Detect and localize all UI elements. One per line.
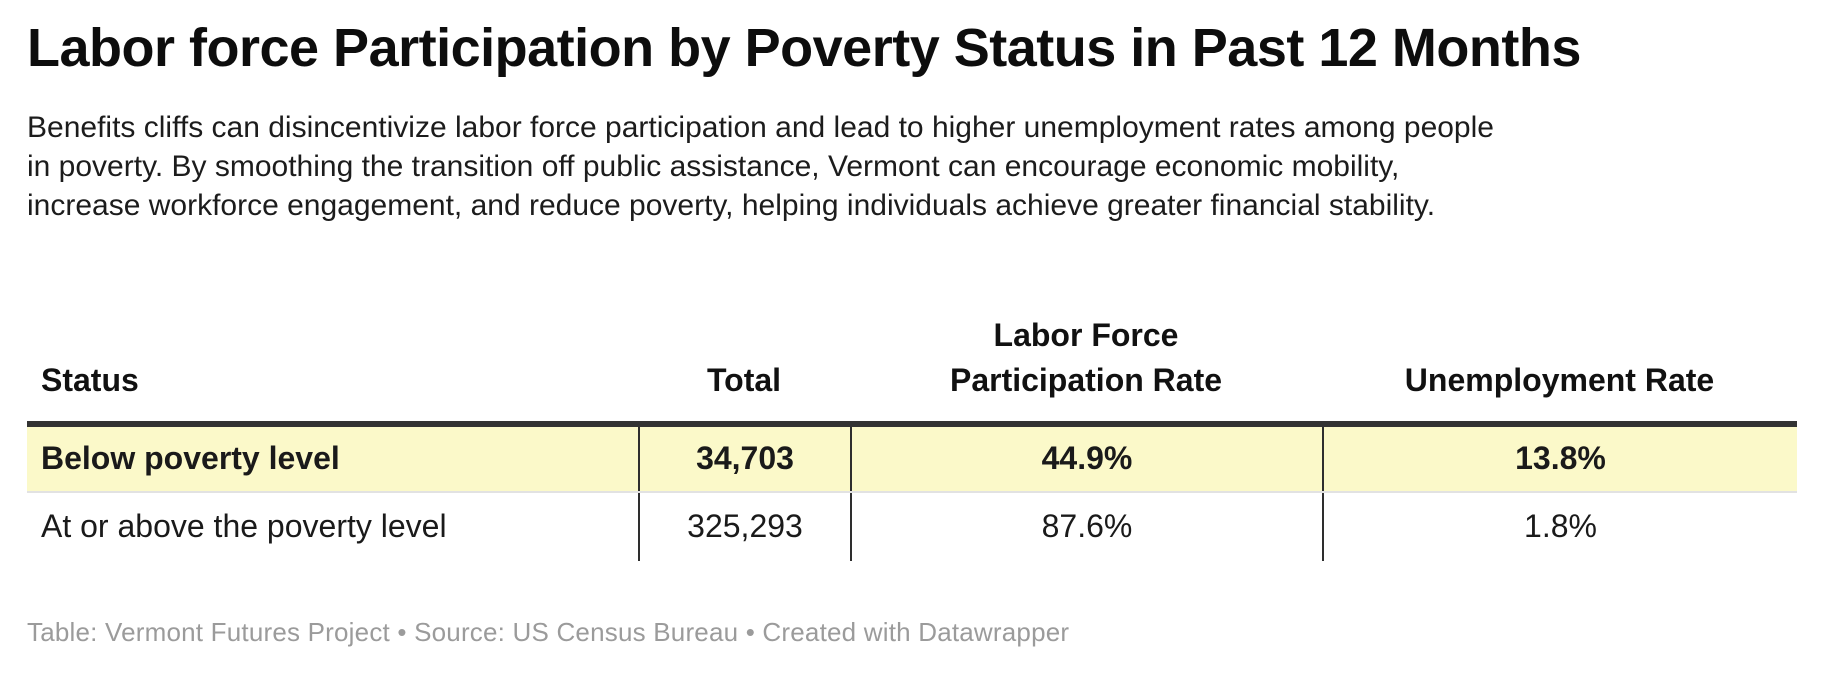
datawrapper-table-graphic: Labor force Participation by Poverty Sta… <box>0 16 1822 689</box>
table-row-below-poverty: Below poverty level 34,703 44.9% 13.8% <box>27 426 1797 491</box>
cell-participation-rate: 44.9% <box>850 426 1322 491</box>
data-table: Status Total Labor Force Participation R… <box>27 313 1797 561</box>
cell-status: Below poverty level <box>41 440 340 477</box>
cell-status: At or above the poverty level <box>41 508 447 545</box>
cell-unemployment-rate: 13.8% <box>1322 426 1797 491</box>
cell-total: 34,703 <box>638 426 850 491</box>
column-header-participation-rate: Labor Force Participation Rate <box>850 313 1322 403</box>
column-header-unemployment-rate: Unemployment Rate <box>1404 361 1715 398</box>
header-divider-rule <box>27 420 1797 427</box>
chart-description: Benefits cliffs can disincentivize labor… <box>27 108 1797 225</box>
column-header-total: Total <box>706 361 782 398</box>
table-row-above-poverty: At or above the poverty level 325,293 87… <box>27 490 1797 561</box>
description-line: increase workforce engagement, and reduc… <box>27 188 1436 222</box>
column-header-participation-line2: Participation Rate <box>949 361 1223 398</box>
cell-total: 325,293 <box>638 492 850 561</box>
attribution-footer: Table: Vermont Futures Project • Source:… <box>27 616 1070 647</box>
column-header-participation-line1: Labor Force <box>993 316 1179 353</box>
cell-participation-rate: 87.6% <box>850 492 1322 561</box>
table-header-row: Status Total Labor Force Participation R… <box>27 313 1797 421</box>
description-line: Benefits cliffs can disincentivize labor… <box>27 110 1494 144</box>
column-header-status: Status <box>41 361 139 398</box>
page-title: Labor force Participation by Poverty Sta… <box>27 18 1581 78</box>
description-line: in poverty. By smoothing the transition … <box>27 149 1400 183</box>
cell-unemployment-rate: 1.8% <box>1322 492 1797 561</box>
